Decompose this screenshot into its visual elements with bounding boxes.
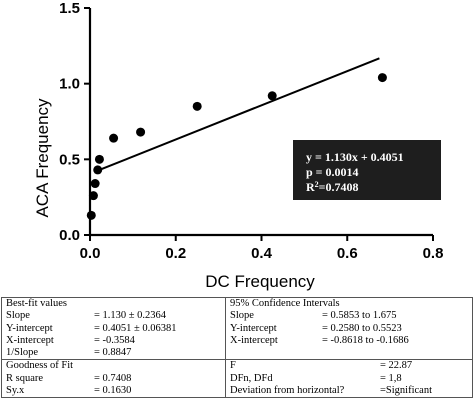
annotation-r2-base: R [306,180,315,194]
y-axis-title: ACA Frequency [33,98,52,218]
confidence-row: Slope = 0.5853 to 1.675 [230,310,397,322]
x-tick-label: 0.0 [80,245,101,262]
confidence-row: X-intercept = -0.8618 to -0.1686 [230,334,409,346]
confidence-cell: 95% Confidence Intervals Slope = 0.5853 t… [225,296,473,361]
confidence-header: 95% Confidence Intervals [230,298,340,309]
annotation-r2-sup: 2 [315,180,319,189]
y-tick-label: 0.5 [59,151,80,168]
scatter-chart: 0.0 0.2 0.4 0.6 0.8 0.0 0.5 1.0 1.5 DC Frequency… [33,0,443,291]
significance-cell: F = 22.87 DFn, DFd = 1,8 Deviation from ho… [225,359,473,399]
x-tick-label: 0.8 [423,245,444,262]
best-fit-row: Y-intercept = 0.4051 ± 0.06381 [6,322,177,334]
significance-row: DFn, DFd = 1,8 [230,372,402,384]
y-tick-label: 1.0 [59,76,80,93]
data-point [90,179,100,189]
y-tick-label: 0.0 [59,227,80,244]
annotation-r2: R2=0.7408 [306,180,359,194]
significance-row: Deviation from horizontal? =Significant [230,385,432,397]
x-tick-label: 0.2 [165,245,186,262]
best-fit-cell: Best-fit values Slope = 1.130 ± 0.2364 Y-… [1,296,226,361]
fit-line [93,57,380,173]
chart-ticks: 0.0 0.2 0.4 0.6 0.8 0.0 0.5 1.0 1.5 [59,0,443,262]
data-point [88,191,98,201]
significance-row: F = 22.87 [230,360,413,372]
x-tick-label: 0.4 [251,245,273,262]
regression-annotation: y = 1.130x + 0.4051 p = 0.0014 R2=0.7408 [293,140,441,200]
goodness-header: Goodness of Fit [6,360,74,372]
data-point [94,154,104,164]
annotation-p-value: p = 0.0014 [306,165,359,179]
stats-table: Best-fit values Slope = 1.130 ± 0.2364 Y-… [1,296,473,399]
confidence-row: Y-intercept = 0.2580 to 0.5523 [230,322,402,334]
annotation-box [293,140,441,200]
goodness-row: Sy.x = 0.1630 [6,385,132,397]
data-point [109,133,119,143]
annotation-equation: y = 1.130x + 0.4051 [306,150,404,164]
best-fit-row: Slope = 1.130 ± 0.2364 [6,310,167,322]
annotation-r2-value: =0.7408 [319,180,359,194]
goodness-row: R square = 0.7408 [6,372,132,384]
x-tick-label: 0.6 [337,245,358,262]
y-tick-label: 1.5 [59,0,80,17]
data-point [136,127,146,137]
goodness-cell: Goodness of Fit R square = 0.7408 Sy.x = 0… [1,359,226,399]
data-point [192,101,202,111]
data-point [267,91,277,101]
x-axis-title: DC Frequency [205,272,315,291]
best-fit-row: 1/Slope = 0.8847 [6,347,132,359]
fit-line-group [93,57,380,173]
best-fit-row: X-intercept = -0.3584 [6,334,135,346]
data-point [86,210,96,220]
data-point [377,73,387,83]
chart-axes [88,8,433,237]
best-fit-header: Best-fit values [6,298,67,309]
data-points [86,73,387,220]
